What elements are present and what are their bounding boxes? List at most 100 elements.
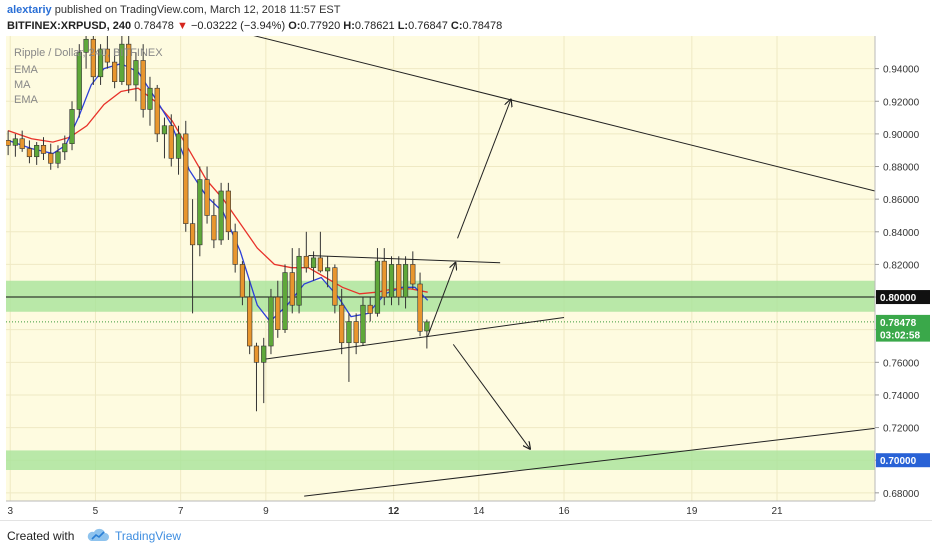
author-link[interactable]: alextariy — [7, 4, 52, 16]
close-value: 0.78478 — [462, 20, 503, 32]
y-tick-label: 0.84000 — [883, 228, 920, 239]
candle-body — [289, 272, 295, 306]
candle-body — [402, 264, 409, 298]
candle-body — [40, 145, 47, 154]
x-tick-label: 12 — [388, 506, 400, 517]
legend-item-ema-2: EMA — [14, 94, 39, 106]
arrow-3 — [452, 344, 530, 448]
candle-body — [183, 133, 189, 224]
trendline-3 — [304, 427, 875, 497]
candle-body — [268, 296, 274, 347]
candle-body — [410, 264, 416, 285]
candle-body — [282, 272, 288, 330]
low-label: L: — [397, 20, 409, 32]
change-down-icon: ▼ — [176, 20, 188, 32]
arrow-1 — [427, 263, 456, 337]
created-with-label: Created with — [7, 529, 75, 543]
candle-body — [55, 151, 61, 164]
plot-background — [6, 36, 875, 501]
open-value: 0.77920 — [300, 20, 341, 32]
x-tick-label: 21 — [771, 506, 783, 517]
candle-body — [175, 133, 182, 159]
candle-body — [247, 296, 253, 347]
support-resistance-zone-1 — [6, 280, 875, 312]
y-tick-label: 0.74000 — [883, 391, 920, 402]
price-badge-label: 0.70000 — [880, 456, 917, 467]
candle-body — [104, 48, 110, 63]
candle-body — [168, 125, 174, 159]
candle-body — [6, 140, 11, 146]
candle-body — [154, 87, 160, 135]
price-badge — [876, 327, 930, 342]
candle-body — [374, 260, 381, 314]
candle-body — [211, 215, 217, 241]
candle-body — [140, 60, 146, 110]
x-tick-label: 9 — [263, 506, 269, 517]
x-tick-label: 5 — [93, 506, 99, 517]
candle-body — [388, 264, 395, 298]
publication-line: alextariy published on TradingView.com, … — [7, 4, 341, 16]
chart-area[interactable]: 0.680000.700000.720000.740000.760000.780… — [0, 36, 932, 520]
y-tick-label: 0.68000 — [883, 489, 920, 500]
y-tick-label: 0.88000 — [883, 163, 920, 174]
legend-item-ma: MA — [14, 79, 31, 91]
candle-body — [112, 61, 118, 82]
price-badge-label: 03:02:58 — [880, 331, 920, 342]
candle-body — [126, 43, 132, 86]
candle-body — [239, 264, 246, 298]
candle-body — [83, 38, 89, 53]
candle-body — [232, 231, 238, 265]
high-label: H: — [343, 20, 355, 32]
candle-body — [189, 223, 196, 246]
candle-body — [19, 138, 25, 149]
y-tick-label: 0.72000 — [883, 424, 920, 435]
candle-body — [417, 283, 423, 332]
price-badge-label: 0.78478 — [880, 318, 917, 329]
candle-body — [34, 145, 40, 158]
candle-body — [12, 138, 18, 146]
candle-body — [381, 260, 387, 298]
high-value: 0.78621 — [354, 20, 395, 32]
candle-body — [339, 304, 345, 344]
y-tick-label: 0.92000 — [883, 97, 920, 108]
candle-body — [197, 179, 203, 246]
candle-body — [225, 190, 231, 233]
candle-body — [296, 255, 302, 306]
candle-body — [360, 304, 366, 344]
candle-body — [424, 321, 430, 332]
candle-body — [133, 60, 139, 86]
price-badge — [876, 314, 930, 329]
tradingview-brand-link[interactable]: TradingView — [115, 529, 182, 543]
y-tick-label: 0.90000 — [883, 130, 920, 141]
candle-body — [310, 257, 317, 268]
open-label: O: — [288, 20, 301, 32]
symbol-ohlc-line: BITFINEX:XRPUSD, 240 0.78478 ▼ −0.03222 … — [7, 20, 502, 32]
last-price: 0.78478 — [134, 20, 174, 32]
candle-body — [261, 345, 267, 363]
candle-body — [275, 296, 281, 330]
chart-header: alextariy published on TradingView.com, … — [0, 0, 932, 36]
x-tick-label: 3 — [7, 506, 13, 517]
candle-body — [97, 48, 104, 78]
footer: Created with TradingView — [0, 520, 932, 551]
trendline-1 — [265, 316, 565, 360]
candle-body — [317, 257, 323, 272]
legend-item-ema-1: EMA — [14, 64, 39, 76]
symbol-name: BITFINEX:XRPUSD, 240 — [7, 20, 132, 32]
price-change: −0.03222 (−3.94%) — [190, 20, 286, 32]
trendline-2 — [308, 254, 501, 264]
candle-body — [204, 179, 210, 216]
candle-body — [69, 109, 75, 144]
legend-title: Ripple / Dollar, 240, BITFINEX — [14, 47, 163, 59]
y-tick-label: 0.86000 — [883, 195, 920, 206]
x-tick-label: 14 — [473, 506, 485, 517]
price-badge-label: 0.80000 — [880, 293, 917, 304]
price-chart[interactable]: 0.680000.700000.720000.740000.760000.780… — [0, 36, 932, 520]
price-badge — [876, 453, 930, 468]
candle-body — [346, 321, 352, 344]
candle-body — [218, 190, 224, 241]
published-text: published on TradingView.com, March 12, … — [54, 4, 341, 16]
candle-body — [161, 125, 168, 135]
low-value: 0.76847 — [408, 20, 448, 32]
x-tick-label: 19 — [686, 506, 698, 517]
